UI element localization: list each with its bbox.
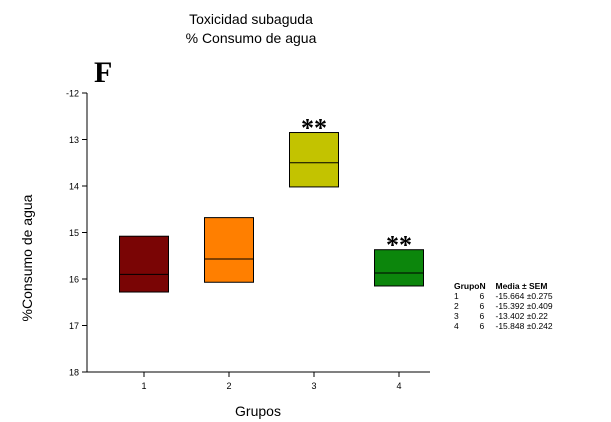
stats-header-grupo: Grupo [454, 281, 480, 291]
chart-subtitle: % Consumo de agua [186, 30, 317, 46]
y-tick-label: 18 [69, 368, 79, 378]
stats-cell-media: -15.392 ±0.409 [495, 301, 553, 311]
y-tick-label: -12 [66, 89, 79, 99]
x-tick-label: 1 [141, 381, 146, 391]
stats-cell-media: -13.402 ±0.22 [495, 311, 548, 321]
stats-cell-media: -15.848 ±0.242 [495, 321, 553, 331]
y-tick-label: 13 [69, 135, 79, 145]
stats-cell-grupo: 1 [454, 291, 459, 301]
stats-cell-n: 6 [479, 321, 485, 331]
boxes: ** ** [119, 114, 424, 293]
stats-table-row: 2 6 -15.392 ±0.409 [454, 301, 576, 311]
y-ticks: -12 13 14 15 16 17 18 [66, 89, 87, 378]
x-tick-label: 4 [396, 381, 401, 391]
stats-header-n: N [479, 281, 486, 291]
stats-header-media: Media ± SEM [495, 281, 548, 291]
x-tick-label: 2 [226, 381, 231, 391]
stats-table-row: 4 6 -15.848 ±0.242 [454, 321, 576, 331]
y-axis-label: %Consumo de agua [19, 194, 35, 321]
stats-cell-n: 6 [479, 311, 485, 321]
stats-cell-media: -15.664 ±0.275 [495, 291, 553, 301]
box-group-4 [374, 249, 424, 287]
stats-cell-n: 6 [479, 301, 485, 311]
significance-marker-group-3: ** [301, 114, 327, 143]
stats-cell-grupo: 4 [454, 321, 459, 331]
y-tick-label: 14 [69, 182, 79, 192]
stats-cell-grupo: 2 [454, 301, 459, 311]
x-axis-label: Grupos [235, 403, 281, 419]
y-tick-label: 17 [69, 321, 79, 331]
x-ticks: 1 2 3 4 [141, 372, 402, 391]
stats-cell-n: 6 [479, 291, 485, 301]
chart-title: Toxicidad subaguda [189, 11, 313, 27]
stats-table-header-row: Grupo N Media ± SEM [454, 281, 576, 291]
box-group-2 [204, 217, 254, 283]
box-group-1 [119, 235, 169, 293]
stats-table-row: 1 6 -15.664 ±0.275 [454, 291, 576, 301]
y-tick-label: 15 [69, 228, 79, 238]
significance-marker-group-4: ** [386, 231, 412, 260]
stats-table: Grupo N Media ± SEM 1 6 -15.664 ±0.275 2… [454, 281, 576, 331]
y-tick-label: 16 [69, 275, 79, 285]
box-group-3 [289, 132, 339, 188]
panel-letter: F [94, 56, 113, 89]
stats-table-row: 3 6 -13.402 ±0.22 [454, 311, 576, 321]
x-tick-label: 3 [311, 381, 316, 391]
stats-cell-grupo: 3 [454, 311, 459, 321]
